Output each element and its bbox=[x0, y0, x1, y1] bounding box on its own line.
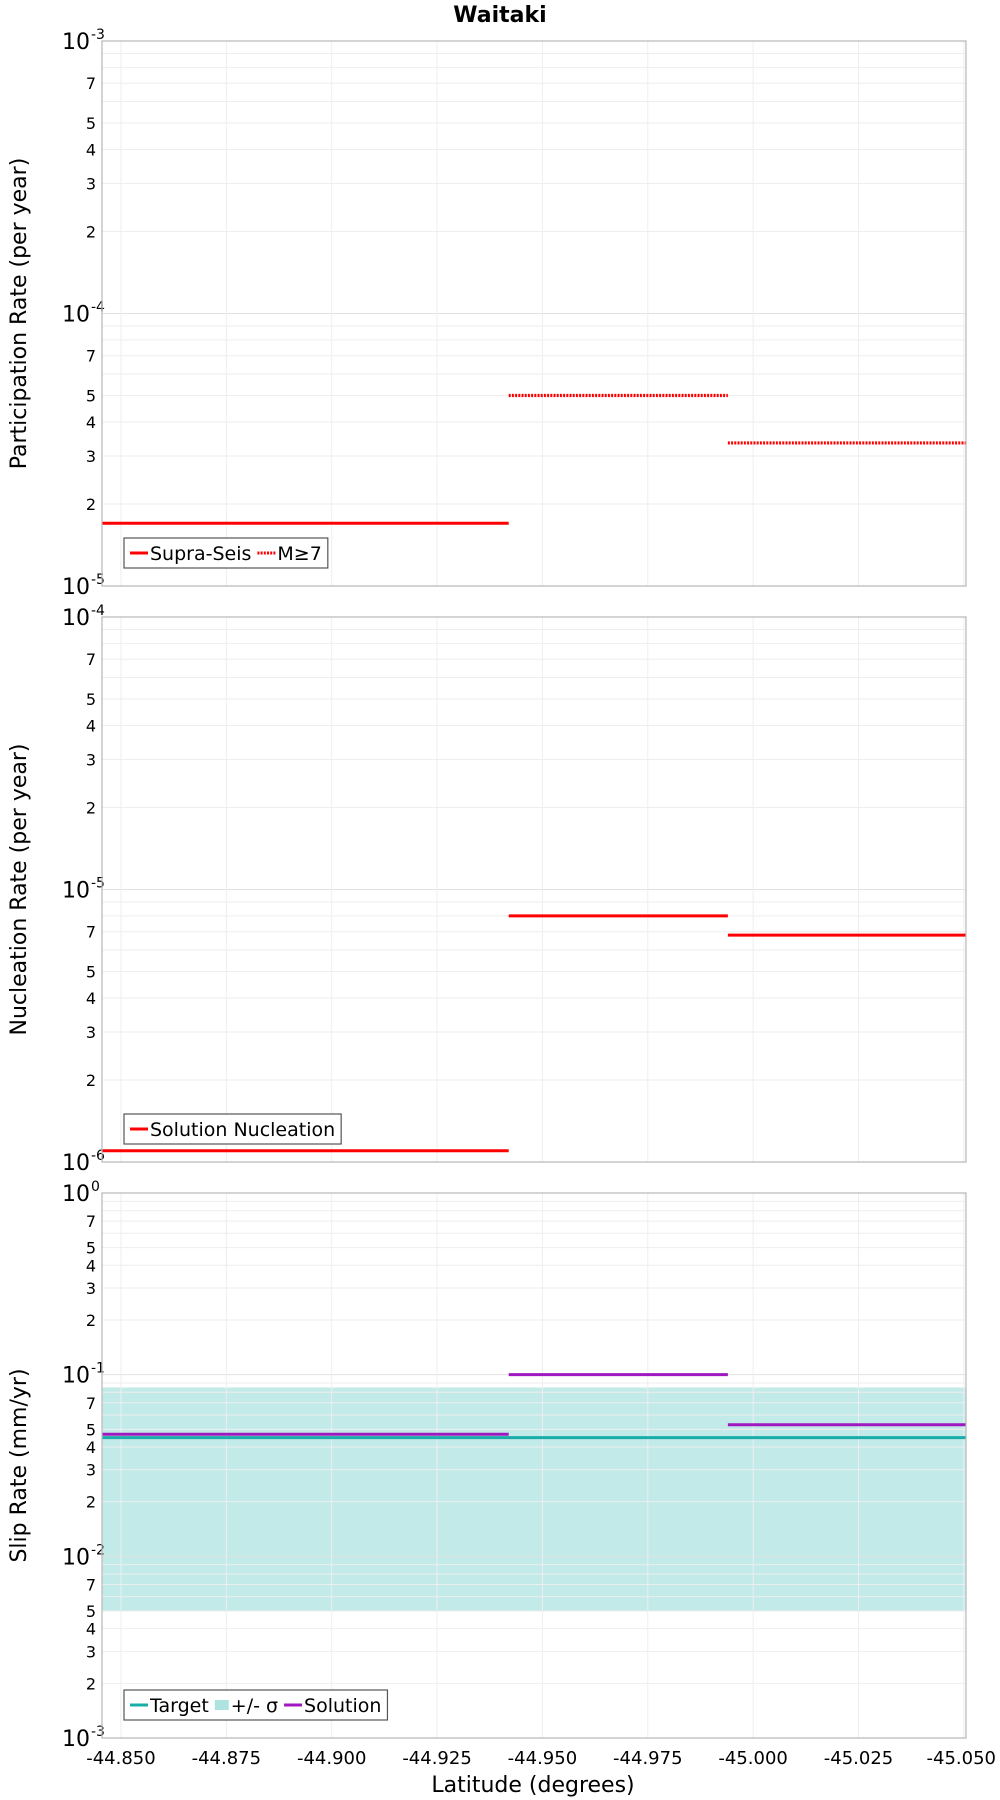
y-tick-label: 10 bbox=[62, 606, 90, 631]
y-tick-label: 4 bbox=[86, 140, 96, 159]
y-tick-label: 2 bbox=[86, 798, 96, 817]
plot-frame bbox=[101, 40, 967, 587]
y-tick-label: 5 bbox=[86, 387, 96, 406]
legend-label: Solution bbox=[304, 1695, 381, 1717]
y-tick-label: 3 bbox=[86, 1642, 96, 1661]
series-solution-nucleation bbox=[102, 914, 966, 1153]
y-axis-label: Slip Rate (mm/yr) bbox=[7, 1368, 32, 1562]
y-tick-label: 5 bbox=[86, 690, 96, 709]
series-solution bbox=[102, 1373, 966, 1436]
legend-label: Supra-Seis bbox=[150, 543, 251, 565]
y-tick-label: 2 bbox=[86, 495, 96, 514]
y-tick-label: 10 bbox=[62, 30, 90, 55]
x-tick-label: -45.025 bbox=[824, 1748, 893, 1769]
y-tick-label: 7 bbox=[86, 923, 96, 942]
y-tick-label: 3 bbox=[86, 1461, 96, 1480]
x-tick-label: -44.975 bbox=[613, 1748, 682, 1769]
y-tick-label: 2 bbox=[86, 1493, 96, 1512]
y-tick-label: 10 bbox=[62, 879, 90, 904]
chart-title: Waitaki bbox=[453, 3, 546, 28]
x-tick-label: -44.950 bbox=[508, 1748, 577, 1769]
y-tick-exponent: -4 bbox=[91, 603, 105, 619]
y-tick-label: 4 bbox=[86, 716, 96, 735]
y-tick-label: 10 bbox=[62, 303, 90, 328]
y-tick-label: 10 bbox=[62, 1151, 90, 1176]
y-tick-label: 5 bbox=[86, 114, 96, 133]
y-tick-label: 10 bbox=[62, 1545, 90, 1570]
y-tick-label: 2 bbox=[86, 1071, 96, 1090]
y-tick-label: 10 bbox=[62, 1364, 90, 1389]
y-tick-label: 4 bbox=[86, 1620, 96, 1639]
y-axis-label: Nucleation Rate (per year) bbox=[7, 744, 32, 1036]
y-tick-label: 2 bbox=[86, 1311, 96, 1330]
y-tick-label: 2 bbox=[86, 222, 96, 241]
y-tick-label: 7 bbox=[86, 74, 96, 93]
y-tick-label: 5 bbox=[86, 963, 96, 982]
y-tick-exponent: 0 bbox=[91, 1179, 100, 1195]
x-tick-label: -44.875 bbox=[192, 1748, 261, 1769]
y-tick-label: 4 bbox=[86, 989, 96, 1008]
legend-label: Solution Nucleation bbox=[150, 1119, 335, 1141]
plot-frame bbox=[101, 1192, 967, 1739]
y-tick-label: 7 bbox=[86, 347, 96, 366]
y-tick-label: 3 bbox=[86, 174, 96, 193]
y-tick-label: 10 bbox=[62, 1727, 90, 1752]
legend-box bbox=[123, 537, 329, 569]
series-m-7 bbox=[508, 393, 966, 445]
y-tick-exponent: -1 bbox=[91, 1361, 105, 1377]
y-tick-exponent: -3 bbox=[91, 27, 105, 43]
y-tick-label: 5 bbox=[86, 1239, 96, 1258]
y-axis-label: Participation Rate (per year) bbox=[7, 158, 32, 470]
sigma-band bbox=[102, 1387, 966, 1612]
y-tick-label: 5 bbox=[86, 1602, 96, 1621]
x-axis-label: Latitude (degrees) bbox=[431, 1773, 634, 1798]
y-tick-label: 5 bbox=[86, 1420, 96, 1439]
legend: Supra-Seis M≥7 bbox=[123, 537, 329, 569]
x-tick-label: -44.900 bbox=[297, 1748, 366, 1769]
y-tick-label: 4 bbox=[86, 1256, 96, 1275]
y-tick-exponent: -2 bbox=[91, 1542, 105, 1558]
y-tick-exponent: -5 bbox=[91, 876, 105, 892]
y-tick-label: 4 bbox=[86, 1438, 96, 1457]
legend-box bbox=[123, 1689, 389, 1721]
y-tick-label: 10 bbox=[62, 1182, 90, 1207]
plot-frame bbox=[101, 616, 967, 1163]
x-tick-label: -45.000 bbox=[718, 1748, 787, 1769]
x-tick-label: -45.050 bbox=[927, 1748, 996, 1769]
legend-label: M≥7 bbox=[277, 543, 321, 565]
y-tick-label: 3 bbox=[86, 1023, 96, 1042]
y-tick-label: 7 bbox=[86, 1212, 96, 1231]
legend: Solution Nucleation bbox=[123, 1113, 342, 1145]
y-tick-label: 10 bbox=[62, 575, 90, 600]
x-tick-label: -44.850 bbox=[86, 1748, 155, 1769]
legend-label: +/- σ bbox=[231, 1695, 278, 1717]
y-tick-label: 3 bbox=[86, 750, 96, 769]
y-tick-label: 7 bbox=[86, 1394, 96, 1413]
legend-box bbox=[123, 1113, 342, 1145]
legend-label: Target bbox=[149, 1695, 209, 1717]
y-tick-label: 2 bbox=[86, 1674, 96, 1693]
y-tick-label: 3 bbox=[86, 447, 96, 466]
y-tick-label: 7 bbox=[86, 650, 96, 669]
x-tick-label: -44.925 bbox=[402, 1748, 471, 1769]
y-tick-label: 4 bbox=[86, 413, 96, 432]
y-tick-label: 3 bbox=[86, 1279, 96, 1298]
y-tick-exponent: -4 bbox=[91, 300, 105, 316]
legend-swatch bbox=[214, 1700, 229, 1710]
legend: Target +/- σ Solution bbox=[123, 1689, 389, 1721]
y-tick-label: 7 bbox=[86, 1575, 96, 1594]
